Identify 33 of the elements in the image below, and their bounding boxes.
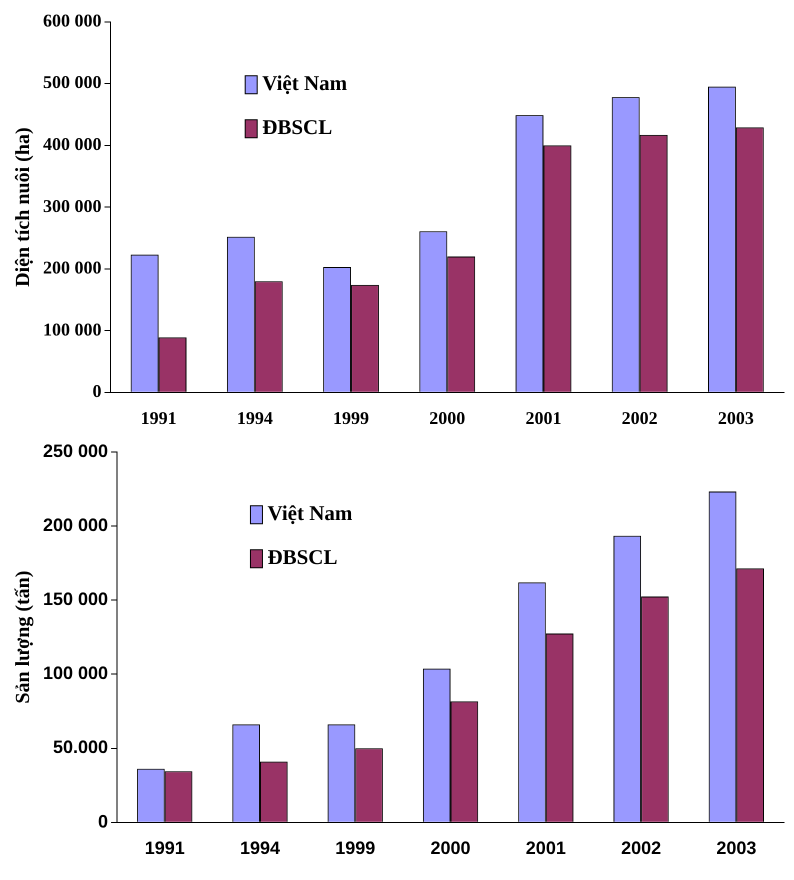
y-tick-label: 200 000	[42, 514, 108, 535]
y-tick-label: 100 000	[42, 663, 108, 684]
x-tick-label: 2000	[430, 838, 471, 858]
x-tick-label: 1991	[144, 838, 185, 858]
y-tick-label: 400 000	[43, 134, 102, 154]
x-tick-label: 2003	[718, 408, 754, 428]
x-tick-label: 2002	[621, 838, 662, 858]
y-tick-label: 50.000	[53, 737, 108, 758]
x-tick-label: 1999	[335, 838, 376, 858]
legend-label: ĐBSCL	[262, 115, 332, 140]
x-tick-label: 1994	[240, 838, 280, 858]
y-tick-label: 200 000	[43, 258, 102, 278]
y-tick-label: 600 000	[43, 10, 102, 30]
y-tick-label: 0	[98, 811, 108, 832]
y-tick-label: 250 000	[42, 440, 108, 461]
legend-label: Việt Nam	[267, 501, 353, 526]
legend-label: ĐBSCL	[267, 545, 338, 570]
y-tick-label: 0	[92, 381, 102, 402]
x-tick-label: 1991	[140, 408, 177, 428]
x-tick-label: 2001	[525, 408, 562, 428]
x-tick-label: 2003	[716, 838, 756, 858]
x-tick-label: 2002	[622, 408, 658, 428]
y-tick-label: 100 000	[43, 319, 102, 340]
x-tick-label: 2000	[429, 408, 466, 428]
y-axis-title: Diện tích nuôi (ha)	[12, 127, 34, 287]
x-tick-label: 1999	[333, 408, 370, 428]
y-tick-label: 500 000	[43, 72, 102, 92]
y-axis-title: Sản lượng (tấn)	[12, 570, 34, 704]
y-tick-label: 150 000	[42, 589, 108, 610]
x-tick-label: 2001	[526, 838, 566, 858]
legend-label: Việt Nam	[262, 71, 348, 96]
y-tick-label: 300 000	[43, 196, 102, 216]
x-tick-label: 1994	[236, 408, 273, 428]
